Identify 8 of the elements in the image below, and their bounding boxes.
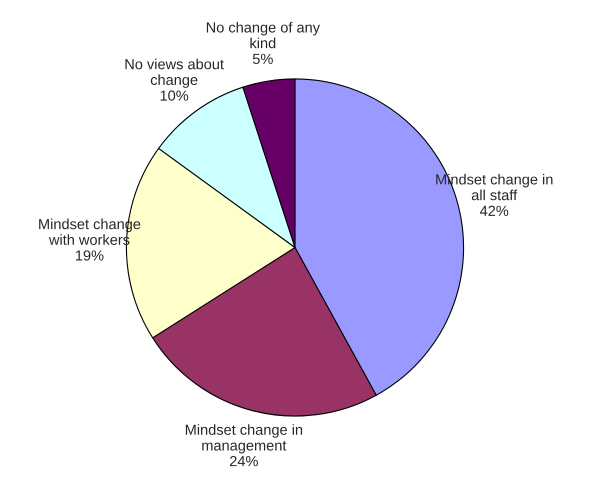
data-label: 19% <box>76 250 104 261</box>
slice-label: Mindset change in management <box>186 424 302 454</box>
data-label: 5% <box>252 54 273 64</box>
slice-label: No change of any kind <box>206 22 320 48</box>
data-label: 10% <box>160 90 188 101</box>
data-label: 24% <box>230 456 258 466</box>
data-label: 42% <box>480 206 508 216</box>
slice-label: No views about change <box>125 58 224 88</box>
